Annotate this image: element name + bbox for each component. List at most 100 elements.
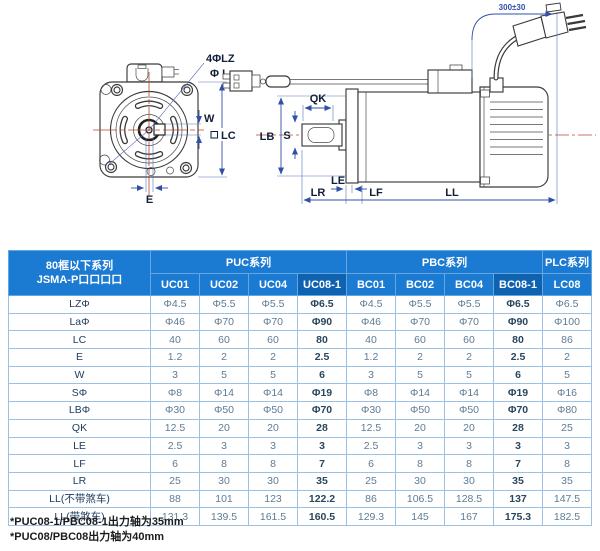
row-label: LC xyxy=(8,330,151,350)
footnote-2: *PUC08/PBC08出力轴为40mm xyxy=(10,531,165,543)
spec-cell: 6 xyxy=(493,365,543,385)
table-row: LL(不带煞车) 88 101 123 122.2 86 106.5 128.5 137 147.… xyxy=(8,489,592,509)
spec-cell: 25 xyxy=(346,471,396,491)
spec-cell: 160.5 xyxy=(297,507,347,526)
spec-cell: 3 xyxy=(493,436,543,456)
spec-cell: 30 xyxy=(444,471,494,491)
row-label: W xyxy=(8,365,151,385)
spec-cell: 5 xyxy=(444,365,494,385)
dim-label-lc: LC xyxy=(221,130,236,142)
spec-cell: Φ70 xyxy=(199,312,249,332)
footnote-1: *PUC08-1/PBC08-1出力轴为35mm xyxy=(10,516,184,528)
spec-cell: Φ4.5 xyxy=(150,295,200,314)
spec-cell: 175.3 xyxy=(493,507,543,526)
spec-cell: Φ70 xyxy=(493,401,543,420)
spec-cell: 8 xyxy=(248,454,298,473)
model-series-header: 80框以下系列 JSMA-P口口口口 xyxy=(8,250,151,296)
row-label: LaΦ xyxy=(8,312,151,332)
spec-cell: Φ6.5 xyxy=(493,295,543,314)
spec-cell: 5 xyxy=(248,365,298,385)
rear-housing xyxy=(479,86,549,188)
spec-cell: 128.5 xyxy=(444,489,494,509)
model-header: UC08-1 xyxy=(297,273,347,296)
spec-cell: 106.5 xyxy=(395,489,445,509)
series-title-line2: JSMA-P口口口口 xyxy=(36,274,123,286)
dim-label-lf: LF xyxy=(369,187,383,199)
spec-cell: Φ19 xyxy=(493,383,543,403)
spec-cell: 3 xyxy=(346,365,396,385)
spec-cell: Φ70 xyxy=(248,312,298,332)
spec-cell: 167 xyxy=(444,507,494,526)
spec-cell: Φ90 xyxy=(297,312,347,332)
spec-cell: 86 xyxy=(542,330,592,350)
spec-table-head: 80框以下系列 JSMA-P口口口口 PUC系列 PBC系列 PLC系列 UC01 UC02… xyxy=(8,250,592,296)
spec-cell: 137 xyxy=(493,489,543,509)
spec-cell: 20 xyxy=(248,418,298,438)
dim-label-le: LE xyxy=(331,175,345,187)
spec-cell: 20 xyxy=(395,418,445,438)
spec-cell: 40 xyxy=(150,330,200,350)
table-row: LaΦ Φ46 Φ70 Φ70 Φ90 Φ46 Φ70 Φ70 Φ90 Φ100 xyxy=(8,312,592,332)
row-label: QK xyxy=(8,418,151,438)
spec-cell: Φ30 xyxy=(346,401,396,420)
spec-cell: 5 xyxy=(542,365,592,385)
spec-table: 80框以下系列 JSMA-P口口口口 PUC系列 PBC系列 PLC系列 UC01 UC02… xyxy=(8,250,592,526)
keyway xyxy=(153,123,166,136)
spec-cell: 8 xyxy=(395,454,445,473)
row-label: LL(带煞车) xyxy=(8,507,151,526)
table-row: LZΦ Φ4.5 Φ5.5 Φ5.5 Φ6.5 Φ4.5 Φ5.5 Φ5.5 Φ6.5 Φ6.5 xyxy=(8,295,592,314)
spec-cell: 2 xyxy=(444,348,494,367)
spec-cell: 2.5 xyxy=(297,348,347,367)
table-row: LE 2.5 3 3 3 2.5 3 3 3 3 xyxy=(8,436,592,456)
spec-cell: 30 xyxy=(395,471,445,491)
spec-cell: 80 xyxy=(493,330,543,350)
spec-cell: 101 xyxy=(199,489,249,509)
spec-cell: 2 xyxy=(248,348,298,367)
model-header: LC08 xyxy=(542,273,592,296)
dim-label-ll: LL xyxy=(445,187,459,199)
spec-cell: Φ100 xyxy=(542,312,592,332)
model-header: UC04 xyxy=(248,273,298,296)
spec-cell: 131.3 xyxy=(150,507,200,526)
spec-cell: 2 xyxy=(395,348,445,367)
spec-cell: 30 xyxy=(199,471,249,491)
spec-cell: Φ46 xyxy=(346,312,396,332)
spec-cell: 8 xyxy=(199,454,249,473)
spec-cell: Φ8 xyxy=(346,383,396,403)
spec-cell: 3 xyxy=(248,436,298,456)
keyway-slot xyxy=(307,127,335,143)
table-row: QK 12.5 20 20 28 12.5 20 20 28 25 xyxy=(8,418,592,438)
table-row: SΦ Φ8 Φ14 Φ14 Φ19 Φ8 Φ14 Φ14 Φ19 Φ16 xyxy=(8,383,592,403)
spec-cell: Φ8 xyxy=(150,383,200,403)
spec-cell: Φ90 xyxy=(493,312,543,332)
series-title-line1: 80框以下系列 xyxy=(45,259,114,272)
spec-cell: 1.2 xyxy=(150,348,200,367)
spec-cell: Φ16 xyxy=(542,383,592,403)
spec-cell: 20 xyxy=(444,418,494,438)
row-label: LE xyxy=(8,436,151,456)
motor-side-view: 300±30 LB S QK LR LF LL LE xyxy=(222,2,596,204)
spec-cell: Φ5.5 xyxy=(444,295,494,314)
dim-label-lr: LR xyxy=(311,187,326,199)
motor-front-view: 4ΦLZ Φ La W LC E xyxy=(93,53,239,206)
table-row: LR 25 30 30 35 25 30 30 35 35 xyxy=(8,471,592,491)
spec-cell: 20 xyxy=(199,418,249,438)
spec-cell: 182.5 xyxy=(542,507,592,526)
spec-cell: 60 xyxy=(199,330,249,350)
spec-cell: Φ14 xyxy=(444,383,494,403)
spec-cell: Φ50 xyxy=(199,401,249,420)
spec-cell: Φ70 xyxy=(395,312,445,332)
model-header: BC08-1 xyxy=(493,273,543,296)
series-group-header: PBC系列 xyxy=(346,250,543,274)
spec-cell: Φ6.5 xyxy=(542,295,592,314)
spec-cell: 30 xyxy=(248,471,298,491)
spec-cell: 80 xyxy=(297,330,347,350)
dim-label-s: S xyxy=(283,130,290,142)
row-label: E xyxy=(8,348,151,367)
spec-cell: 7 xyxy=(493,454,543,473)
spec-cell: 6 xyxy=(150,454,200,473)
spec-cell: 129.3 xyxy=(346,507,396,526)
table-row: LL(带煞车) 131.3 139.5 161.5 160.5 129.3 145 167 17… xyxy=(8,507,592,526)
row-label: LF xyxy=(8,454,151,473)
